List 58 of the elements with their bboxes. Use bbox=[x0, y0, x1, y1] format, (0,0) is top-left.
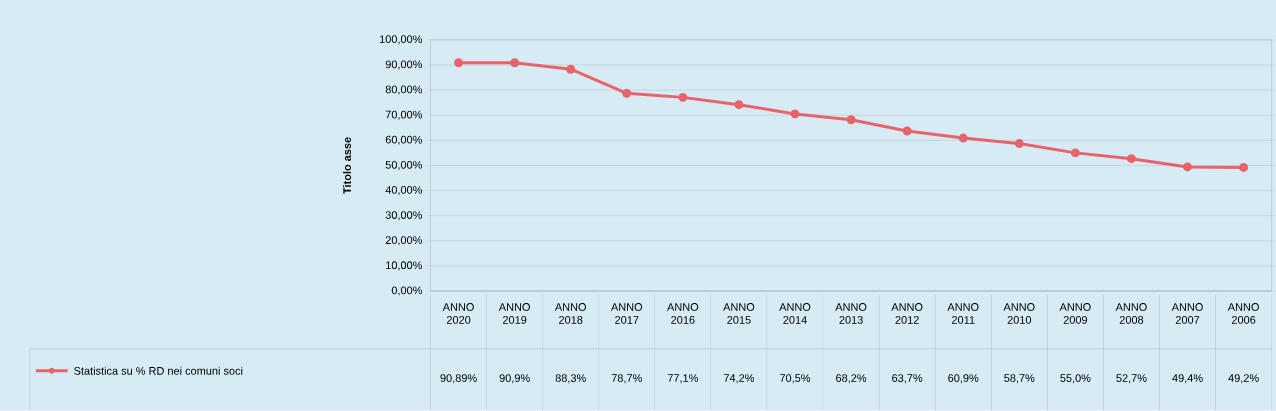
y-tick-label: 80,00% bbox=[385, 85, 423, 95]
point bbox=[958, 133, 968, 143]
point bbox=[790, 109, 800, 119]
data-label: 90,9% bbox=[499, 374, 530, 384]
x-tick-label: ANNO 2006 bbox=[1227, 303, 1259, 324]
data-label: 68,2% bbox=[836, 374, 867, 384]
point bbox=[846, 115, 856, 125]
x-tick-label: ANNO 2012 bbox=[891, 303, 923, 324]
point bbox=[678, 92, 688, 102]
data-label: 63,7% bbox=[892, 374, 923, 384]
data-label: 70,5% bbox=[780, 374, 811, 384]
point bbox=[454, 58, 464, 68]
x-tick-label: ANNO 2013 bbox=[835, 303, 867, 324]
y-tick-label: 30,00% bbox=[385, 211, 423, 221]
x-tick-label: ANNO 2014 bbox=[779, 303, 811, 324]
data-label: 74,2% bbox=[723, 374, 755, 384]
point bbox=[622, 88, 632, 98]
data-label: 60,9% bbox=[948, 374, 979, 384]
y-tick-label: 90,00% bbox=[385, 60, 423, 70]
x-tick-label: ANNO 2019 bbox=[498, 303, 530, 324]
point bbox=[1014, 139, 1024, 149]
legend-label: Statistica su % RD nei comuni soci bbox=[74, 366, 243, 375]
x-tick-label: ANNO 2007 bbox=[1171, 303, 1203, 324]
data-label: 58,7% bbox=[1004, 374, 1035, 384]
x-tick-label: ANNO 2008 bbox=[1115, 303, 1147, 324]
y-tick-label: 20,00% bbox=[385, 236, 423, 246]
y-tick-label: 100,00% bbox=[379, 35, 423, 45]
x-tick-label: ANNO 2011 bbox=[947, 303, 979, 324]
data-label: 77,1% bbox=[667, 374, 698, 384]
x-tick-label: ANNO 2017 bbox=[610, 303, 643, 324]
data-label: 49,4% bbox=[1172, 374, 1203, 384]
y-tick-label: 10,00% bbox=[386, 261, 423, 271]
point bbox=[1239, 163, 1249, 173]
data-label: 55,0% bbox=[1060, 374, 1091, 384]
x-tick-label: ANNO 2016 bbox=[667, 303, 699, 324]
point bbox=[566, 64, 576, 74]
data-label: 88,3% bbox=[555, 374, 586, 384]
point bbox=[1126, 154, 1136, 164]
data-label: 52,7% bbox=[1116, 374, 1147, 384]
point bbox=[510, 58, 520, 68]
y-tick-label: 50,00% bbox=[385, 161, 423, 171]
x-tick-label: ANNO 2015 bbox=[723, 303, 755, 324]
x-tick-label: ANNO 2010 bbox=[1003, 303, 1035, 324]
data-label: 49,2% bbox=[1228, 374, 1259, 384]
y-tick-label: 70,00% bbox=[385, 110, 423, 120]
x-tick-label: ANNO 2009 bbox=[1059, 303, 1091, 324]
y-tick-label: 40,00% bbox=[385, 186, 423, 196]
y-axis-title: Titolo asse bbox=[342, 137, 351, 194]
x-tick-label: ANNO 2020 bbox=[442, 303, 474, 324]
x-tick-label: ANNO 2018 bbox=[554, 303, 587, 324]
point bbox=[1070, 148, 1080, 158]
y-tick-label: 0,00% bbox=[391, 286, 423, 296]
point bbox=[734, 100, 744, 110]
point bbox=[1183, 162, 1193, 172]
data-label: 90,89% bbox=[440, 374, 477, 384]
point bbox=[902, 126, 912, 136]
data-label: 78,7% bbox=[611, 374, 642, 384]
y-tick-label: 60,00% bbox=[385, 135, 423, 145]
